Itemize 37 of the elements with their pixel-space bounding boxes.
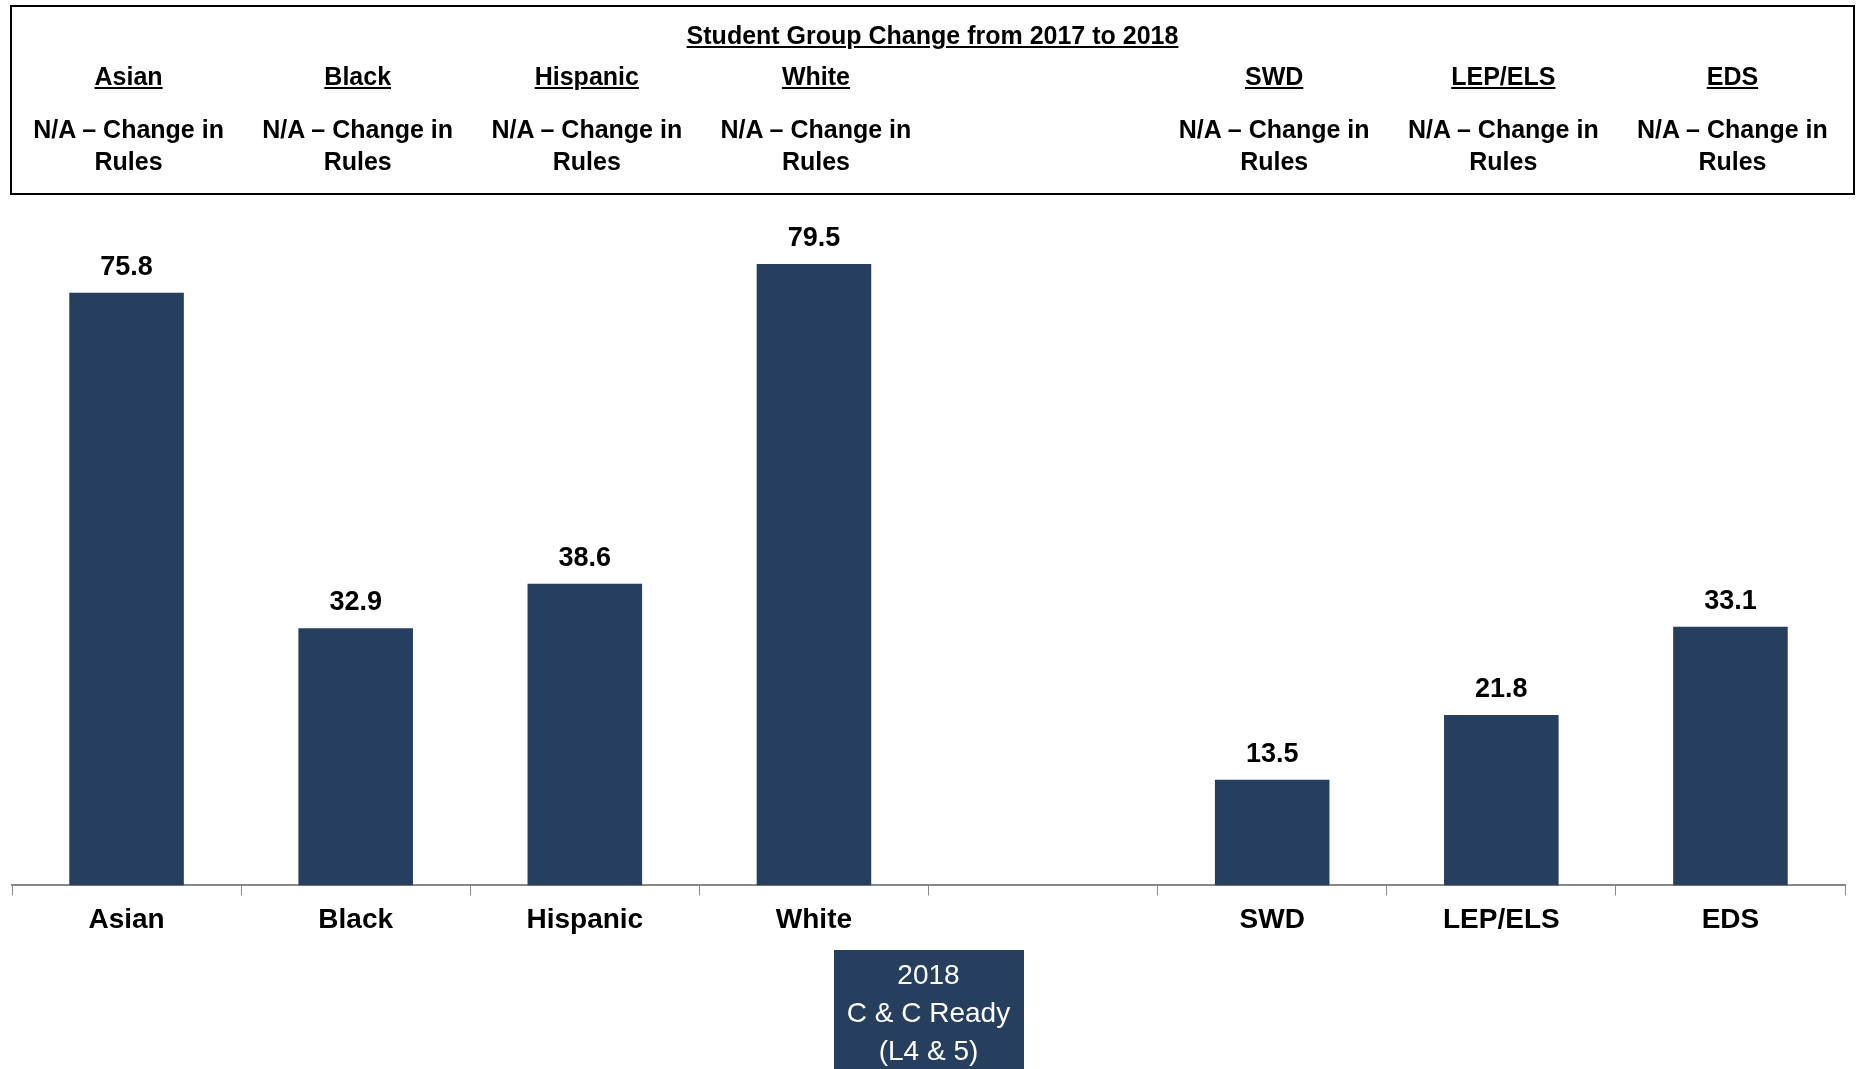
- data-label: 21.8: [1475, 672, 1528, 703]
- text: N/A – Change in Rules: [1406, 114, 1600, 177]
- x-tick-label: Black: [318, 902, 394, 934]
- x-tick-label: LEP/ELS: [1442, 902, 1560, 934]
- text: N/A – Change in Rules: [719, 114, 913, 177]
- data-label: 75.8: [100, 250, 153, 281]
- text: N/A – Change in Rules: [1636, 114, 1829, 177]
- text: SWD: [1244, 62, 1305, 91]
- bar: [1673, 626, 1788, 886]
- bar: [1444, 714, 1559, 886]
- text: N/A – Change in Rules: [261, 114, 455, 177]
- x-tick-label: EDS: [1701, 902, 1760, 934]
- data-label: 32.9: [329, 586, 382, 617]
- text: EDS: [1705, 62, 1760, 91]
- text: LEP/ELS: [1450, 62, 1557, 91]
- bar: [1214, 779, 1330, 886]
- x-tick-label: Asian: [88, 902, 165, 934]
- text: Hispanic: [533, 62, 640, 91]
- text: 2018 C & C Ready (L4 & 5): [833, 950, 1024, 1069]
- text: White: [780, 62, 851, 91]
- x-tick-label: Hispanic: [526, 902, 644, 934]
- data-label: 33.1: [1704, 584, 1757, 615]
- text: N/A – Change in Rules: [32, 114, 225, 177]
- bar: [527, 583, 643, 886]
- text: N/A – Change in Rules: [1177, 114, 1371, 177]
- text: Asian: [93, 62, 164, 91]
- data-label: 13.5: [1245, 737, 1299, 768]
- data-label: 38.6: [558, 541, 612, 572]
- bar: [756, 263, 872, 886]
- chart-title: Student Group Change from 2017 to 2018: [685, 21, 1180, 50]
- data-label: 79.5: [787, 221, 841, 252]
- bar: [298, 628, 413, 886]
- x-tick-label: SWD: [1239, 902, 1305, 934]
- text: N/A – Change in Rules: [490, 114, 684, 177]
- x-tick-label: White: [775, 902, 853, 934]
- bar: [69, 292, 184, 886]
- text: Black: [323, 62, 393, 91]
